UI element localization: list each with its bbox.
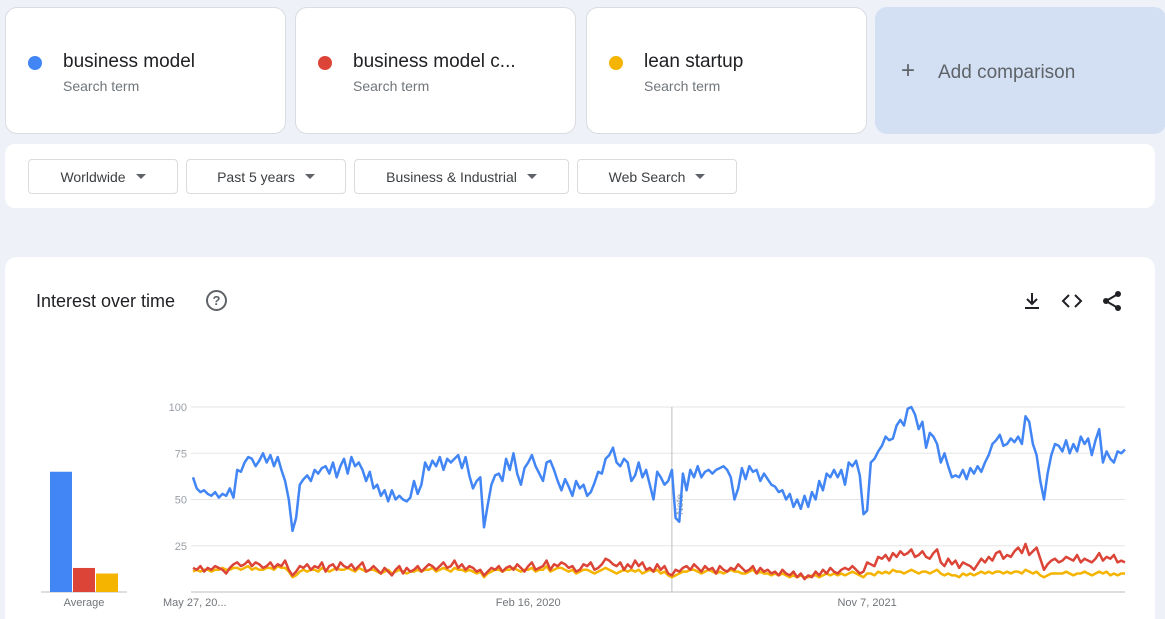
filter-label: Business & Industrial <box>386 168 517 185</box>
x-tick-label: Nov 7, 2021 <box>837 597 896 609</box>
share-icon[interactable] <box>1100 289 1124 313</box>
plus-icon: + <box>901 57 916 84</box>
term-color-dot <box>318 56 332 70</box>
add-comparison-button[interactable]: + Add comparison <box>875 7 1165 134</box>
term-name[interactable]: lean startup <box>644 51 744 72</box>
term-name[interactable]: business model c... <box>353 51 516 72</box>
y-tick-label: 25 <box>175 541 187 553</box>
average-label: Average <box>64 597 105 609</box>
average-bar <box>73 567 95 592</box>
time-range-filter-dropdown[interactable]: Past 5 years <box>186 159 346 194</box>
caret-down-icon <box>526 174 537 179</box>
average-bar-chart: Average <box>41 471 127 609</box>
filter-label: Past 5 years <box>217 168 295 185</box>
filter-label: Worldwide <box>60 168 126 185</box>
y-tick-label: 75 <box>175 448 187 460</box>
x-tick-label: Feb 16, 2020 <box>496 597 561 609</box>
interest-over-time-card: Interest over time ? Average 25 50 75 100 No… <box>5 257 1155 619</box>
region-filter-dropdown[interactable]: Worldwide <box>28 159 178 194</box>
embed-code-icon[interactable] <box>1060 289 1084 313</box>
term-card-business-model-canvas[interactable]: business model c... Search term <box>295 7 576 134</box>
term-color-dot <box>609 56 623 70</box>
download-icon[interactable] <box>1020 289 1044 313</box>
term-card-business-model[interactable]: business model Search term <box>5 7 286 134</box>
help-icon[interactable]: ? <box>206 290 227 311</box>
caret-down-icon <box>695 174 706 179</box>
series-line <box>192 542 1126 581</box>
term-type-label: Search term <box>644 78 721 94</box>
average-bar <box>96 573 118 592</box>
y-tick-label: 100 <box>169 402 187 414</box>
term-name[interactable]: business model <box>63 51 196 72</box>
caret-down-icon <box>135 174 146 179</box>
term-card-lean-startup[interactable]: lean startup Search term <box>586 7 867 134</box>
term-type-label: Search term <box>63 78 140 94</box>
search-type-filter-dropdown[interactable]: Web Search <box>577 159 737 194</box>
caret-down-icon <box>304 174 315 179</box>
category-filter-dropdown[interactable]: Business & Industrial <box>354 159 569 194</box>
filter-label: Web Search <box>608 168 686 185</box>
x-tick-label: May 27, 20... <box>163 597 227 609</box>
average-bar <box>50 471 72 592</box>
term-color-dot <box>28 56 42 70</box>
chart-title: Interest over time <box>36 291 176 311</box>
series-line <box>191 405 1126 533</box>
filter-bar: Worldwide Past 5 years Business & Indust… <box>5 144 1155 208</box>
term-type-label: Search term <box>353 78 430 94</box>
y-tick-label: 50 <box>175 495 187 507</box>
add-comparison-label: Add comparison <box>938 62 1076 83</box>
